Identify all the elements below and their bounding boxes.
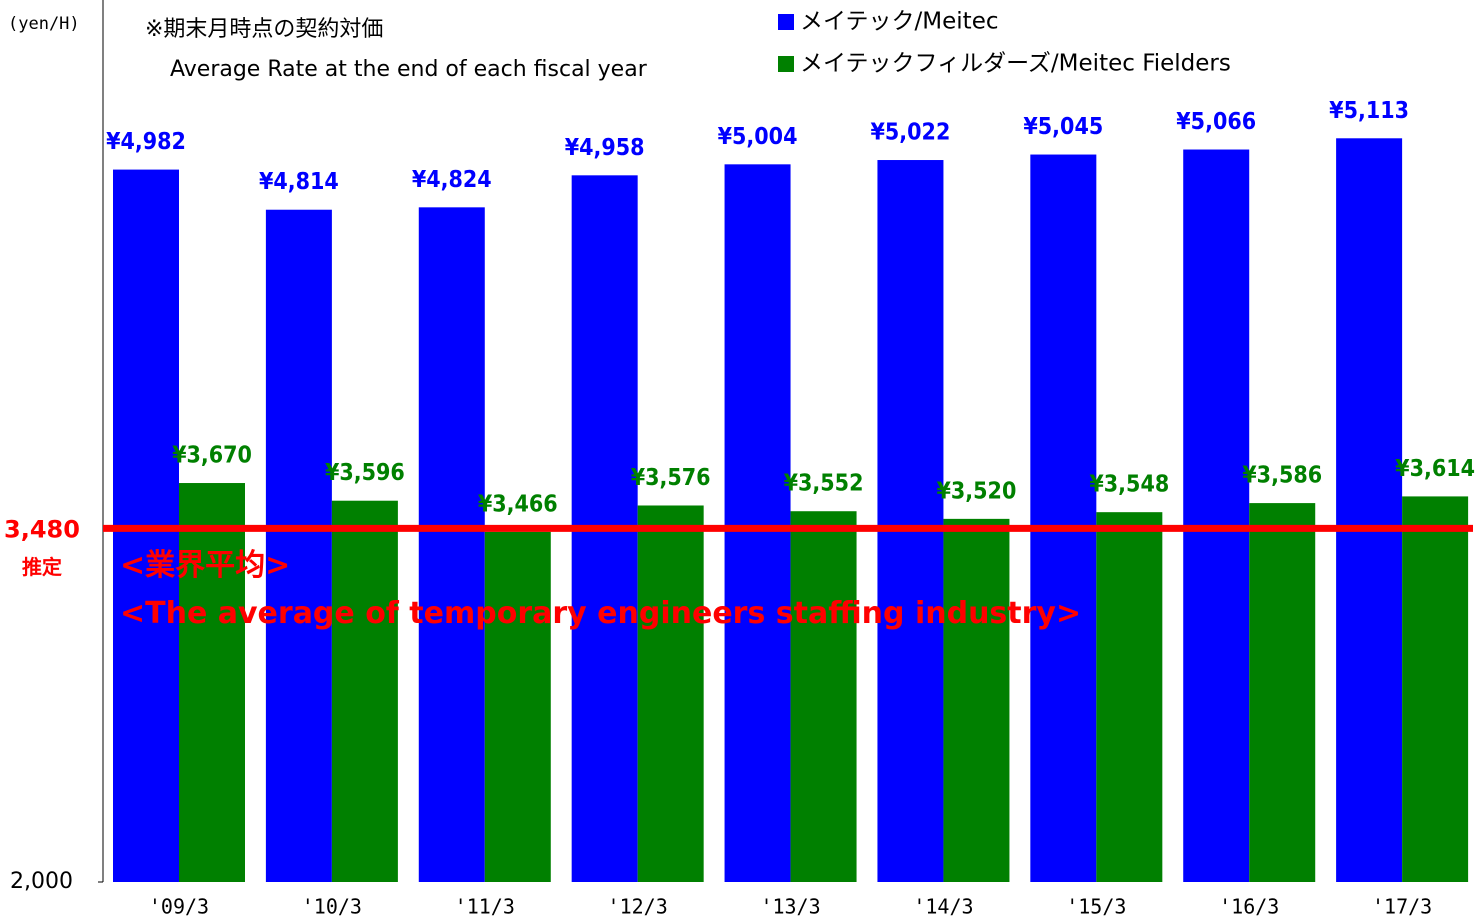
data-label: ¥3,466: [478, 491, 558, 517]
bar: [790, 511, 857, 882]
data-label: ¥5,066: [1176, 109, 1256, 135]
data-label: ¥4,958: [565, 135, 645, 161]
bar: [179, 483, 245, 882]
data-label: ¥3,586: [1242, 463, 1322, 489]
bar: [1249, 503, 1316, 882]
bar: [1030, 154, 1097, 882]
bar: [877, 160, 944, 882]
data-label: ¥5,113: [1329, 98, 1409, 124]
x-tick-label: '14/3: [913, 895, 973, 919]
bar: [418, 207, 485, 883]
x-tick-label: '15/3: [1066, 895, 1126, 919]
bar: [1336, 138, 1403, 882]
legend-label: メイテックフィルダーズ/Meitec Fielders: [800, 51, 1231, 77]
data-label: ¥3,614: [1395, 456, 1475, 482]
bar: [724, 164, 791, 883]
annotation: ※期末月時点の契約対価: [145, 17, 383, 42]
legend-label: メイテック/Meitec: [800, 9, 999, 35]
reference-note: 推定: [22, 555, 62, 579]
bar: [637, 505, 704, 882]
bar: [943, 518, 1010, 882]
bar: [1096, 512, 1163, 882]
annotation: Average Rate at the end of each fiscal y…: [170, 57, 648, 82]
data-label: ¥5,004: [718, 124, 798, 150]
bar: [1402, 496, 1469, 882]
legend-swatch: [778, 14, 794, 30]
data-label: ¥3,548: [1089, 472, 1169, 498]
data-label: ¥4,814: [259, 169, 339, 195]
x-tick-label: '17/3: [1372, 895, 1432, 919]
x-tick-label: '10/3: [302, 895, 362, 919]
data-label: ¥3,576: [631, 465, 711, 491]
bar: [331, 500, 398, 882]
x-tick-label: '16/3: [1219, 895, 1279, 919]
bar: [484, 531, 551, 882]
data-label: ¥3,670: [172, 443, 252, 469]
data-label: ¥4,982: [106, 129, 186, 155]
y-tick-label: 2,000: [10, 869, 73, 894]
x-tick-label: '12/3: [608, 895, 668, 919]
bar: [265, 209, 332, 883]
y-axis-label: (yen/H): [8, 14, 80, 34]
data-label: ¥3,552: [784, 471, 864, 497]
data-label: ¥5,045: [1023, 114, 1103, 140]
reference-text: <The average of temporary engineers staf…: [120, 596, 1081, 631]
data-label: ¥3,520: [937, 478, 1017, 504]
reference-label: 3,480: [4, 515, 80, 543]
x-tick-label: '13/3: [760, 895, 820, 919]
legend-swatch: [778, 56, 794, 72]
x-tick-label: '11/3: [455, 895, 515, 919]
data-label: ¥5,022: [871, 120, 951, 146]
data-label: ¥3,596: [325, 460, 405, 486]
bar: [1183, 149, 1250, 882]
data-label: ¥4,824: [412, 167, 492, 193]
x-tick-label: '09/3: [149, 895, 209, 919]
reference-text: <業界平均>: [120, 548, 290, 583]
